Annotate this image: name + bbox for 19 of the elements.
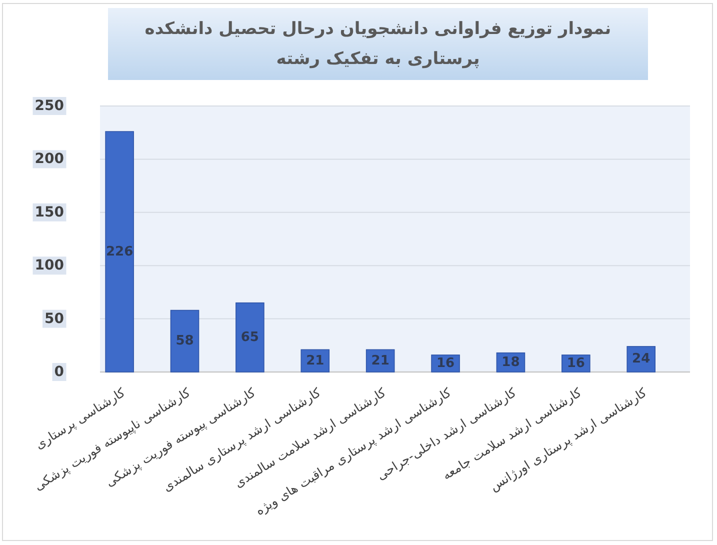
bar <box>105 131 134 372</box>
data-label: 65 <box>240 330 259 345</box>
y-tick-label: 50 <box>44 310 64 327</box>
data-label: 226 <box>106 244 134 260</box>
bar <box>170 310 200 372</box>
y-tick-label: 250 <box>34 98 64 114</box>
bar <box>236 302 264 372</box>
y-tick-label: 200 <box>34 151 64 168</box>
data-label: 21 <box>371 353 390 368</box>
data-label: 24 <box>632 352 650 367</box>
y-tick-label: 100 <box>34 258 64 274</box>
data-label: 58 <box>176 334 194 349</box>
chart-title: نمودار توزیع فراوانی دانشجویان درحال تحصیل دانشکده پرستاری به تفکیک رشته <box>108 8 648 80</box>
y-tick-label: 150 <box>34 204 64 220</box>
data-label: 16 <box>436 356 455 371</box>
data-label: 21 <box>306 353 324 368</box>
data-label: 16 <box>566 356 585 371</box>
data-label: 18 <box>502 354 520 370</box>
y-tick-label: 0 <box>54 364 64 380</box>
